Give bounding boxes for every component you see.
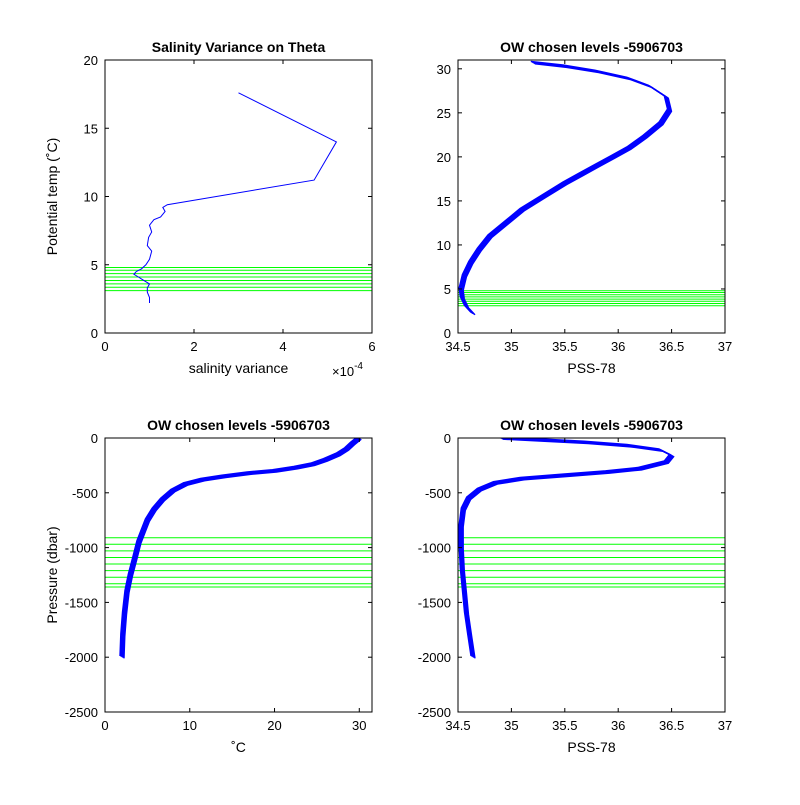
x-axis-label: PSS-78 — [567, 360, 615, 376]
y-tick-label: -1500 — [65, 595, 98, 610]
x-tick-label: 6 — [368, 339, 375, 354]
panel-4: 34.5 35 35.5 36 36.5 37 -2500 -2000 -1500 -1000 -5… — [418, 417, 732, 755]
y-tick-label: 10 — [437, 238, 451, 253]
y-tick-label: 15 — [437, 194, 451, 209]
profile-line — [121, 438, 360, 658]
x-tick-label: 36.5 — [659, 718, 684, 733]
x-tick-label: 4 — [279, 339, 286, 354]
plot-area — [105, 438, 372, 712]
axes-box — [104, 437, 373, 713]
y-tick-label: 15 — [84, 121, 98, 136]
x-tick-label: 20 — [267, 718, 281, 733]
x-tick-label: 37 — [718, 718, 732, 733]
y-tick-label: 0 — [91, 431, 98, 446]
x-tick-label: 35.5 — [552, 339, 577, 354]
y-tick-label: -2500 — [418, 705, 451, 720]
y-tick-label: 10 — [84, 190, 98, 205]
y-tick-label: -1500 — [418, 595, 451, 610]
x-multiplier: ×10-4 — [332, 361, 363, 379]
plot-area — [458, 438, 725, 712]
profile-line — [119, 438, 357, 657]
y-tick-label: -1000 — [418, 541, 451, 556]
plot-data — [458, 60, 725, 316]
x-tick-label: 36 — [611, 718, 625, 733]
plot-data — [458, 438, 725, 659]
y-tick-label: -500 — [72, 486, 98, 501]
x-tick-label: 2 — [190, 339, 197, 354]
y-tick-label: -2000 — [65, 650, 98, 665]
x-tick-label: 35 — [504, 339, 518, 354]
profile-line — [120, 438, 359, 657]
panel-3: 0 10 20 30 -2500 -2000 -1500 -1000 -500 0 OW chose… — [44, 417, 373, 755]
y-axis-label: Pressure (dbar) — [44, 526, 60, 623]
x-tick-label: 34.5 — [445, 339, 470, 354]
y-tick-label: -2000 — [418, 650, 451, 665]
x-axis-label: PSS-78 — [567, 739, 615, 755]
y-tick-label: 0 — [91, 326, 98, 341]
y-tick-label: 20 — [84, 53, 98, 68]
plot-data — [105, 92, 372, 303]
plot-data — [105, 438, 372, 659]
x-axis-label: ˚C — [231, 739, 246, 755]
y-tick-label: -500 — [425, 486, 451, 501]
x-tick-label: 36.5 — [659, 339, 684, 354]
x-tick-label: 10 — [183, 718, 197, 733]
axes-box — [457, 59, 726, 334]
panel-title: OW chosen levels -5906703 — [147, 417, 330, 433]
panel-1: 0 2 4 6 0 5 10 15 20 Salinity Variance on Theta sa… — [44, 39, 376, 379]
axes-box — [457, 437, 726, 713]
x-tick-label: 34.5 — [445, 718, 470, 733]
plot-area — [105, 60, 372, 333]
panel-title: OW chosen levels -5906703 — [500, 39, 683, 55]
y-tick-label: 0 — [444, 326, 451, 341]
variance-profile-line — [133, 92, 338, 303]
y-tick-label: 0 — [444, 431, 451, 446]
plot-area — [458, 60, 725, 333]
profile-line — [462, 438, 675, 659]
y-tick-label: 20 — [437, 150, 451, 165]
y-tick-label: 5 — [444, 282, 451, 297]
x-tick-label: 30 — [352, 718, 366, 733]
profile-line — [462, 63, 673, 316]
panel-2: 34.5 35 35.5 36 36.5 37 0 5 10 15 20 25 30 OW chosen … — [437, 39, 733, 376]
x-tick-label: 0 — [101, 718, 108, 733]
x-tick-label: 35 — [504, 718, 518, 733]
x-tick-label: 0 — [101, 339, 108, 354]
x-tick-label: 36 — [611, 339, 625, 354]
x-multiplier-exponent: -4 — [354, 361, 363, 372]
profile-line — [123, 438, 362, 659]
x-tick-label: 35.5 — [552, 718, 577, 733]
profile-line — [122, 438, 361, 658]
y-tick-label: -1000 — [65, 541, 98, 556]
y-tick-label: 30 — [437, 62, 451, 77]
x-axis-label: salinity variance — [189, 360, 289, 376]
y-tick-label: -2500 — [65, 705, 98, 720]
y-axis-label: Potential temp (˚C) — [44, 138, 60, 255]
x-tick-label: 37 — [718, 339, 732, 354]
x-multiplier-base: ×10 — [332, 364, 354, 379]
panel-title: Salinity Variance on Theta — [152, 39, 326, 55]
y-tick-label: 25 — [437, 106, 451, 121]
y-tick-label: 5 — [91, 258, 98, 273]
panel-title: OW chosen levels -5906703 — [500, 417, 683, 433]
